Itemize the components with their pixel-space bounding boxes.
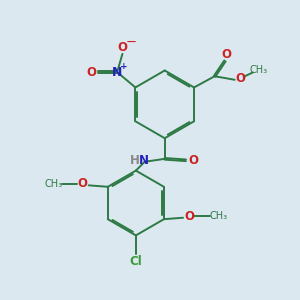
Text: O: O <box>78 177 88 190</box>
Text: CH₃: CH₃ <box>249 65 267 75</box>
Text: O: O <box>188 154 198 167</box>
Text: CH₃: CH₃ <box>209 211 227 221</box>
Text: O: O <box>117 41 128 54</box>
Text: +: + <box>120 62 128 71</box>
Text: O: O <box>221 48 231 61</box>
Text: CH₃: CH₃ <box>45 179 63 189</box>
Text: N: N <box>139 154 149 167</box>
Text: Cl: Cl <box>130 254 142 268</box>
Text: H: H <box>130 154 140 167</box>
Text: −: − <box>126 36 137 49</box>
Text: O: O <box>86 66 97 79</box>
Text: N: N <box>112 66 122 79</box>
Text: O: O <box>235 72 245 85</box>
Text: O: O <box>184 210 194 223</box>
